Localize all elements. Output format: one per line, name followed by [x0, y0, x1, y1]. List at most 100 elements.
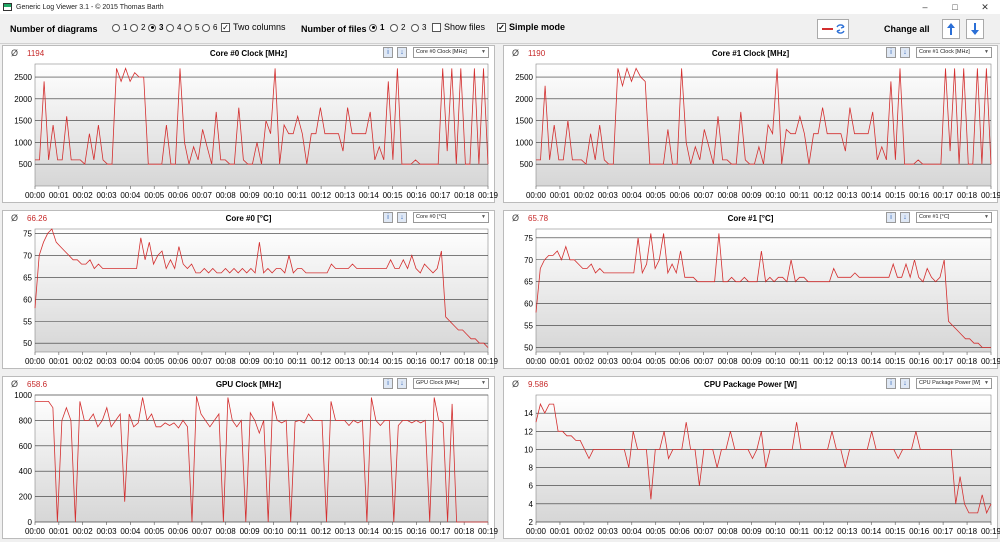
- radio-dot-icon[interactable]: [166, 23, 174, 32]
- radio-dot-icon[interactable]: [148, 23, 156, 32]
- maximize-icon[interactable]: □: [952, 2, 958, 12]
- x-tick-label: 00:02: [574, 527, 595, 536]
- radio-dot-icon[interactable]: [202, 23, 210, 32]
- average-value: 65.78: [528, 214, 549, 223]
- sensor-select[interactable]: Core #0 [°C] ▼: [413, 212, 489, 223]
- change-all-down-button[interactable]: [966, 19, 984, 39]
- sensor-select[interactable]: Core #0 Clock [MHz] ▼: [413, 47, 489, 58]
- chevron-down-icon: ▼: [481, 214, 486, 220]
- x-tick-label: 00:17: [933, 527, 954, 536]
- diagrams-radio-label: 6: [213, 23, 218, 32]
- arrow-icon[interactable]: ↓: [397, 378, 407, 389]
- close-icon[interactable]: ✕: [981, 2, 989, 12]
- x-tick-label: 00:03: [598, 357, 619, 366]
- average-symbol: Ø: [512, 379, 520, 389]
- x-tick-label: 00:09: [742, 191, 763, 200]
- info-icon[interactable]: i: [383, 47, 393, 58]
- sensor-select[interactable]: GPU Clock [MHz] ▼: [413, 378, 489, 389]
- files-radio-3[interactable]: 3: [411, 23, 426, 32]
- radio-dot-icon[interactable]: [112, 23, 120, 32]
- y-tick-label: 500: [520, 160, 534, 169]
- diagrams-radio-5[interactable]: 5: [184, 23, 199, 32]
- panel-title: CPU Package Power [W]: [704, 380, 797, 389]
- x-tick-label: 00:05: [144, 191, 165, 200]
- files-radio-1[interactable]: 1: [369, 23, 384, 32]
- x-tick-label: 00:05: [646, 357, 667, 366]
- info-icon[interactable]: i: [383, 212, 393, 223]
- diagrams-radio-2[interactable]: 2: [130, 23, 145, 32]
- sensor-select[interactable]: Core #1 Clock [MHz] ▼: [916, 47, 992, 58]
- sensor-select[interactable]: Core #1 [°C] ▼: [916, 212, 992, 223]
- y-tick-label: 800: [19, 416, 33, 425]
- sensor-select-value: GPU Clock [MHz]: [416, 380, 460, 386]
- two-columns-check-icon[interactable]: ✓: [221, 22, 230, 32]
- y-tick-label: 75: [23, 229, 32, 238]
- x-tick-label: 00:06: [168, 357, 189, 366]
- arrow-icon[interactable]: ↓: [397, 47, 407, 58]
- chevron-down-icon: ▼: [481, 49, 486, 55]
- average-value: 66.26: [27, 214, 48, 223]
- y-tick-label: 70: [524, 256, 533, 265]
- show-files-checkbox[interactable]: Show files: [432, 22, 485, 32]
- x-tick-label: 00:01: [49, 527, 70, 536]
- x-tick-label: 00:02: [73, 357, 94, 366]
- simple-mode-checkbox[interactable]: ✓ Simple mode: [497, 22, 565, 32]
- x-tick-label: 00:17: [430, 191, 451, 200]
- x-tick-label: 00:02: [574, 191, 595, 200]
- radio-dot-icon[interactable]: [184, 23, 192, 32]
- x-tick-label: 00:18: [957, 357, 978, 366]
- info-icon[interactable]: i: [383, 378, 393, 389]
- x-tick-label: 00:09: [240, 357, 261, 366]
- info-icon[interactable]: i: [886, 47, 896, 58]
- line-chart[interactable]: 2 4 6 8 10 12 14 00:00 00:01 00:02 00:03 00:04 00:05…: [504, 391, 1000, 540]
- x-tick-label: 00:17: [430, 357, 451, 366]
- average-value: 1194: [27, 49, 45, 58]
- diagrams-radio-3[interactable]: 3: [148, 23, 163, 32]
- radio-dot-icon[interactable]: [411, 23, 419, 32]
- minimize-icon[interactable]: –: [922, 2, 928, 12]
- y-tick-label: 1000: [14, 138, 32, 147]
- info-icon[interactable]: i: [886, 212, 896, 223]
- x-tick-label: 00:16: [909, 527, 930, 536]
- panel-title: Core #1 [°C]: [727, 214, 774, 223]
- files-radio-2[interactable]: 2: [390, 23, 405, 32]
- y-tick-label: 2500: [14, 73, 32, 82]
- x-tick-label: 00:11: [288, 191, 308, 200]
- x-tick-label: 00:08: [216, 191, 237, 200]
- average-value: 1190: [528, 49, 546, 58]
- diagrams-radio-label: 1: [123, 23, 128, 32]
- arrow-icon[interactable]: ↓: [900, 212, 910, 223]
- x-tick-label: 00:04: [120, 191, 141, 200]
- diagram-panel: Ø 658.6 GPU Clock [MHz] i ↓ GPU Clock [MHz] ▼ 0…: [2, 376, 499, 540]
- x-tick-label: 00:13: [837, 527, 858, 536]
- simple-mode-check-icon[interactable]: ✓: [497, 22, 506, 32]
- radio-dot-icon[interactable]: [369, 23, 377, 32]
- y-tick-label: 50: [23, 339, 32, 348]
- show-files-check-icon[interactable]: [432, 22, 441, 32]
- radio-dot-icon[interactable]: [390, 23, 398, 32]
- x-tick-label: 00:12: [813, 357, 834, 366]
- two-columns-checkbox[interactable]: ✓ Two columns: [221, 22, 286, 32]
- x-tick-label: 00:14: [861, 527, 882, 536]
- radio-dot-icon[interactable]: [130, 23, 138, 32]
- x-tick-label: 00:03: [97, 527, 118, 536]
- diagrams-radio-6[interactable]: 6: [202, 23, 217, 32]
- y-tick-label: 65: [23, 273, 32, 282]
- diagrams-radio-4[interactable]: 4: [166, 23, 181, 32]
- x-tick-label: 00:14: [861, 357, 882, 366]
- arrow-icon[interactable]: ↓: [900, 378, 910, 389]
- y-tick-label: 2500: [515, 73, 533, 82]
- line-style-button[interactable]: [817, 19, 849, 39]
- panel-header: Ø 9.586 CPU Package Power [W] i ↓ CPU Package…: [504, 377, 997, 391]
- arrow-icon[interactable]: ↓: [397, 212, 407, 223]
- info-icon[interactable]: i: [886, 378, 896, 389]
- diagrams-radio-1[interactable]: 1: [112, 23, 127, 32]
- change-all-up-button[interactable]: [942, 19, 960, 39]
- arrow-icon[interactable]: ↓: [900, 47, 910, 58]
- sensor-select[interactable]: CPU Package Power [W] ▼: [916, 378, 992, 389]
